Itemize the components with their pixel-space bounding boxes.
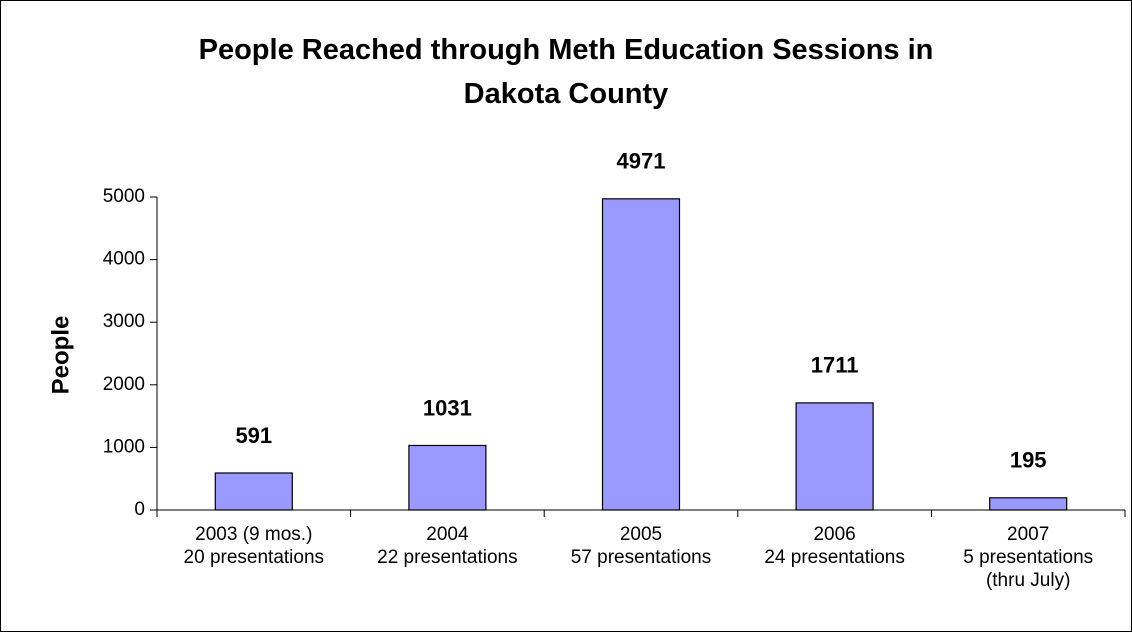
x-tick-label: 2004 22 presentations — [377, 524, 518, 568]
data-label: 1031 — [423, 395, 472, 420]
chart-title: People Reached through Meth Education Se… — [198, 34, 934, 110]
y-tick-label: 5000 — [103, 186, 145, 207]
y-tick-label: 3000 — [103, 311, 145, 332]
y-tick-label: 2000 — [103, 374, 145, 395]
data-label: 4971 — [617, 149, 666, 174]
x-tick-label: 2007 5 presentations (thru July) — [963, 524, 1094, 591]
x-tick-label: 2003 (9 mos.) 20 presentations — [183, 524, 325, 568]
data-label: 1711 — [811, 353, 859, 378]
data-label: 591 — [235, 423, 272, 448]
bar — [795, 402, 874, 511]
bar — [408, 444, 487, 511]
data-label: 195 — [1010, 448, 1047, 473]
y-axis-label: People — [47, 316, 74, 395]
x-tick-label: 2005 57 presentations — [570, 524, 712, 568]
x-tick-label: 2006 24 presentations — [764, 524, 905, 568]
bar — [601, 198, 681, 511]
bar — [214, 472, 293, 511]
y-tick-label: 4000 — [103, 249, 145, 270]
y-tick-label: 1000 — [103, 436, 145, 457]
y-tick-label: 0 — [134, 499, 145, 520]
bar — [989, 497, 1068, 511]
